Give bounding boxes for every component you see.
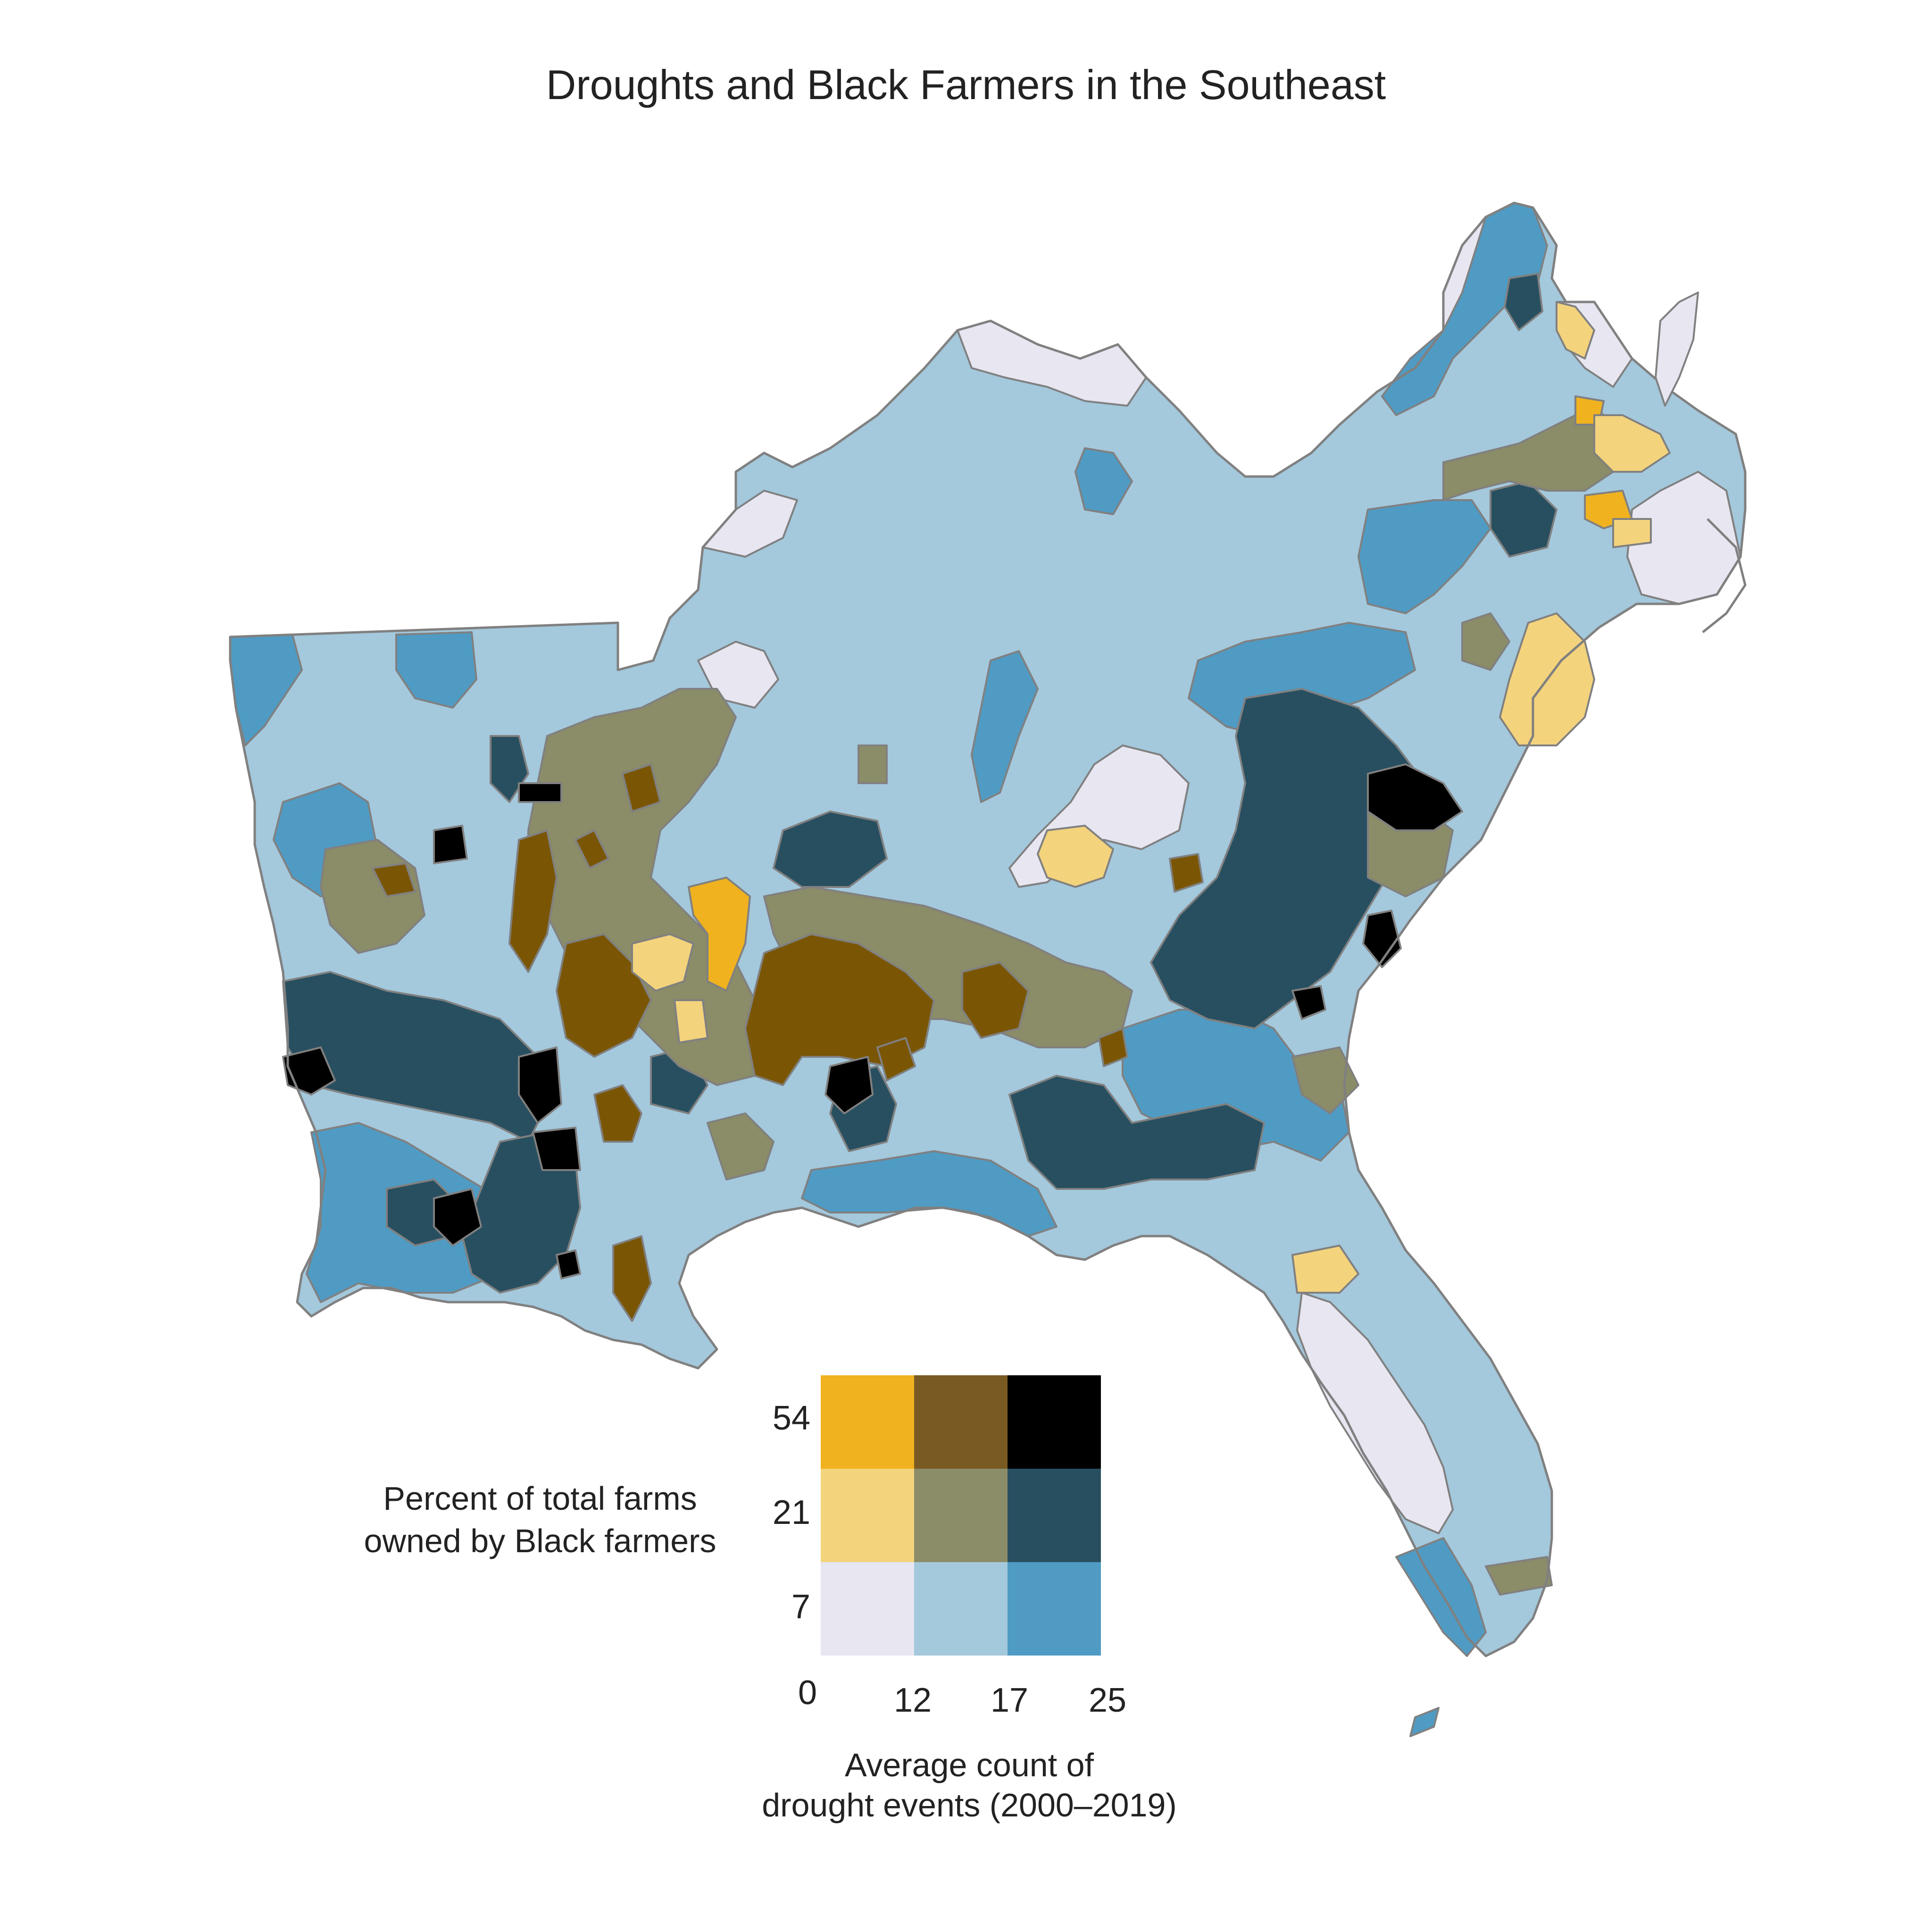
chart-title: Droughts and Black Farmers in the Southe…	[546, 61, 1386, 108]
county-group-highdrought-mid	[773, 811, 888, 888]
legend-cell-row3-col3	[1008, 1562, 1101, 1656]
legend-cell-row2-col3	[1008, 1469, 1101, 1562]
county-group-highdrought-high	[1291, 985, 1326, 1020]
legend-cell-row1-col2	[914, 1375, 1008, 1469]
county-group-highdrought-high	[556, 1249, 581, 1280]
legend-cell-row1-col3	[1008, 1375, 1101, 1469]
county-group-highdrought-high	[1367, 763, 1463, 831]
county-group-middrought-high	[622, 763, 661, 812]
county-group-lowdrought-mid	[1612, 518, 1652, 548]
county-group-highdrought-low	[395, 631, 477, 709]
legend-cell-row3-col1	[821, 1562, 914, 1656]
legend-cell-row2-col2	[914, 1469, 1008, 1562]
legend-x-break-25: 25	[1089, 1681, 1126, 1719]
county-group-highdrought-high	[1362, 910, 1402, 968]
county-group-highdrought-low	[1381, 202, 1548, 416]
county-group-lowdrought-high	[688, 877, 751, 992]
legend-y-break-54: 54	[773, 1399, 810, 1437]
county-group-middrought-high	[593, 1084, 642, 1143]
county-group-highdrought-high	[433, 825, 468, 864]
legend-cell-row1-col1	[821, 1375, 914, 1469]
county-group-middrought-mid	[707, 1112, 774, 1180]
legend-y-break-21: 21	[773, 1494, 810, 1531]
county-group-highdrought-high	[824, 1056, 874, 1114]
county-group-highdrought-low	[971, 650, 1039, 803]
legend-x-break-0: 0	[798, 1674, 817, 1712]
legend-x-break-12: 12	[894, 1681, 932, 1719]
county-group-middrought-high	[1169, 853, 1204, 893]
legend-y-axis-title-line-1: Percent of total farms	[383, 1480, 697, 1517]
legend-x-axis-title-line-2: drought events (2000–2019)	[762, 1787, 1177, 1823]
county-group-middrought-mid	[858, 744, 888, 784]
legend-cell-row2-col1	[821, 1469, 914, 1562]
county-group-lowdrought-mid	[1291, 1245, 1359, 1294]
county-group-middrought-high	[556, 933, 652, 1058]
county-group-highdrought-high	[433, 1188, 482, 1246]
delmarva-peninsula	[1655, 292, 1699, 407]
county-group-low-low	[1296, 1292, 1454, 1534]
county-group-highdrought-mid	[1504, 273, 1543, 331]
bivariate-legend: 54 21 7 0 12 17 25 Percent of total farm…	[364, 1375, 1177, 1823]
county-group-middrought-high	[372, 862, 416, 897]
legend-color-grid	[821, 1375, 1101, 1656]
county-group-highdrought-mid	[1150, 688, 1425, 1029]
county-group-highdrought-low	[1074, 447, 1133, 515]
county-group-highdrought-low	[1409, 1707, 1440, 1737]
county-group-middrought-mid	[1291, 1046, 1359, 1114]
legend-y-axis-title-line-2: owned by Black farmers	[364, 1522, 716, 1559]
legend-cell-row3-col2	[914, 1562, 1008, 1656]
county-group-lowdrought-mid	[674, 999, 708, 1044]
southeast-county-map	[229, 201, 1747, 1737]
county-group-middrought-high	[508, 829, 558, 973]
outer-banks	[1702, 518, 1747, 633]
coastline-outline	[229, 201, 1747, 1657]
legend-x-break-17: 17	[991, 1681, 1028, 1719]
county-group-highdrought-low	[1357, 499, 1491, 614]
county-group-highdrought-high	[518, 1046, 562, 1124]
county-group-middrought-high	[876, 1037, 916, 1081]
legend-y-break-7: 7	[791, 1588, 810, 1626]
county-group-lowdrought-mid	[1037, 825, 1114, 888]
county-group-middrought-high	[612, 1235, 652, 1322]
county-group-lowdrought-mid	[1593, 414, 1671, 473]
county-group-middrought-high	[1098, 1028, 1128, 1067]
county-group-highdrought-low	[1395, 1537, 1487, 1657]
county-group-lowdrought-mid	[1556, 301, 1595, 360]
county-group-highdrought-mid	[1008, 1075, 1265, 1190]
county-group-middrought-mid	[1485, 1556, 1553, 1596]
county-group-highdrought-high	[532, 1127, 581, 1171]
county-group-middrought-high	[575, 829, 609, 869]
legend-x-axis-title-line-1: Average count of	[845, 1747, 1094, 1783]
county-group-highdrought-high	[518, 782, 562, 803]
county-group-middrought-mid	[1461, 612, 1510, 671]
county-group-middrought-high	[961, 962, 1029, 1039]
county-group-lowdrought-mid	[631, 933, 694, 992]
